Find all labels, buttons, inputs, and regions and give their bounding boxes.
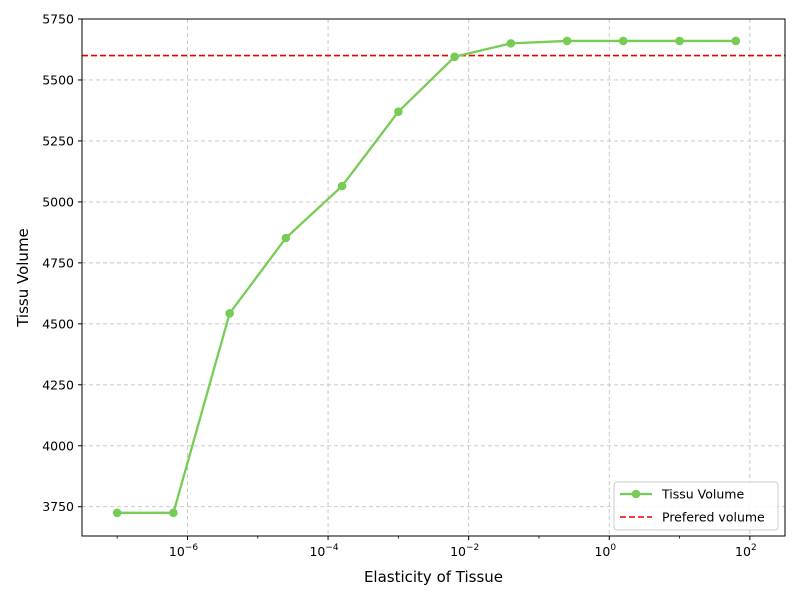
data-point [394,107,403,116]
data-point [112,508,122,518]
data-point [337,181,347,191]
series-line [117,39,736,514]
data-point [450,52,459,62]
data-point [506,39,516,48]
y-tick-label: 3750 [42,499,74,514]
data-point [562,36,572,46]
y-tick-label: 5750 [42,12,74,27]
data-point [618,36,628,46]
y-tick-label: 4250 [42,377,74,392]
data-point [225,309,234,318]
y-axis-label: Tissu Volume [14,228,32,328]
legend-box [613,481,779,531]
x-axis-label: Elasticity of Tissue [364,568,503,586]
x-tick-label: 10−2 [450,543,479,559]
data-point [675,36,684,46]
y-tick-label: 4500 [42,316,74,331]
legend: Tissu Volume Prefered volume [613,481,779,531]
grid [82,18,785,536]
x-tick-label: 100 [594,543,616,559]
data-point [281,233,291,243]
legend-label-series: Tissu Volume [661,487,744,502]
legend-marker-series [631,489,641,499]
series-layer [112,36,741,518]
x-tick-label: 10−4 [309,543,338,559]
data-point [169,508,178,518]
tick-layer: 3750 4000 4250 4500 4750 5000 5250 5500 5750 10−6… [42,12,757,560]
plot-frame [81,18,786,537]
y-tick-label: 5500 [42,72,74,87]
data-point [731,36,741,46]
legend-label-preferred: Prefered volume [662,510,765,525]
x-tick-label: 102 [735,543,757,559]
y-tick-label: 5000 [42,194,74,209]
y-tick-label: 4750 [42,255,74,270]
y-tick-label: 5250 [42,133,74,148]
x-tick-label: 10−6 [169,543,198,559]
y-tick-label: 4000 [42,438,74,453]
